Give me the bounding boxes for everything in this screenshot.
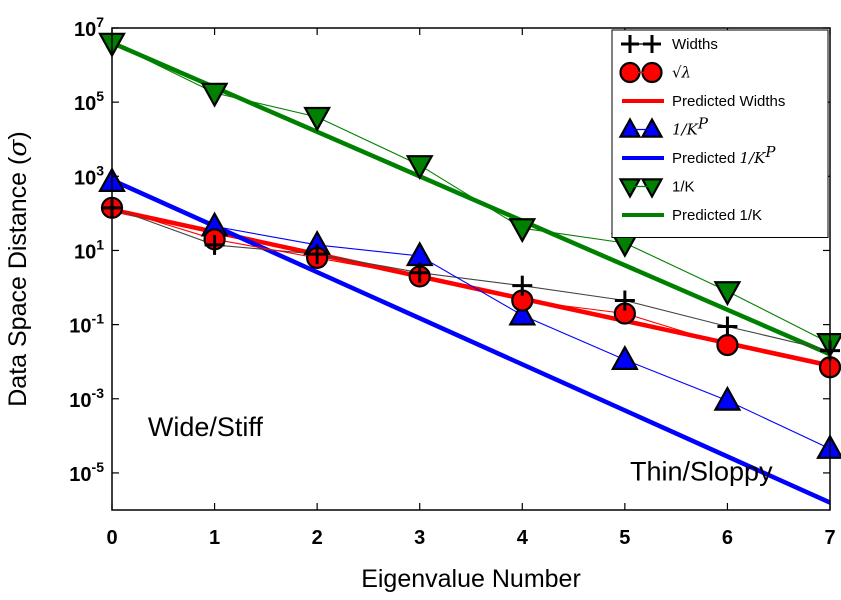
- legend-entry: 1/K: [618, 178, 695, 199]
- y-tick-exponent: 5: [96, 88, 104, 104]
- x-tick-label: 4: [517, 527, 529, 549]
- x-tick-label: 1: [209, 527, 220, 549]
- x-tick-label: 7: [824, 527, 835, 549]
- y-axis-title-close: ): [4, 131, 32, 139]
- data-point: [303, 106, 332, 132]
- y-tick-exponent: -5: [92, 459, 105, 475]
- data-point: [405, 241, 434, 267]
- series-line: [111, 42, 831, 344]
- annotations: Wide/Stiff Thin/Sloppy: [148, 412, 773, 486]
- y-tick-exponent: 3: [96, 162, 104, 178]
- y-tick-exponent: -3: [92, 385, 105, 401]
- y-tick-label: 10-1: [69, 311, 104, 338]
- annotation: Wide/Stiff: [148, 412, 264, 442]
- x-tick-label: 2: [312, 527, 323, 549]
- y-tick-base: 10: [74, 167, 96, 189]
- legend-entry: Widths: [621, 35, 718, 53]
- legend-label: 1/K: [672, 179, 695, 196]
- y-tick-base: 10: [74, 19, 96, 41]
- y-tick-label: 10-3: [69, 385, 104, 412]
- legend-label-sup: P: [764, 143, 776, 161]
- x-tick-label: 3: [414, 527, 425, 549]
- data-point: [405, 155, 434, 181]
- legend-entry: √λ: [619, 61, 691, 84]
- y-tick-base: 10: [74, 241, 96, 263]
- legend-label-prefix: Predicted: [672, 150, 740, 167]
- x-tick-label: 0: [106, 527, 117, 549]
- y-tick-base: 10: [74, 93, 96, 115]
- data-point: [512, 275, 533, 296]
- data-point: [508, 218, 537, 244]
- legend-marker: [640, 117, 664, 138]
- series-line: [111, 181, 831, 450]
- y-tick-label: 10-5: [69, 459, 104, 486]
- y-axis-title: Data Space Distance (σ): [3, 131, 32, 407]
- series-lines: [111, 42, 831, 450]
- data-point: [508, 300, 537, 326]
- y-tick-label: 105: [74, 88, 104, 115]
- fit-line: [111, 177, 831, 505]
- legend-label-math: 1/K: [740, 149, 767, 167]
- legend-marker: [618, 178, 642, 199]
- y-tick-base: 10: [69, 390, 91, 412]
- legend-entry: Predicted 1/KP: [622, 143, 776, 167]
- y-tick-label: 103: [74, 162, 104, 189]
- data-point: [204, 234, 225, 255]
- y-tick-exponent: 7: [96, 14, 104, 30]
- y-tick-exponent: 1: [96, 236, 104, 252]
- data-point: [713, 281, 742, 307]
- y-tick-base: 10: [69, 316, 91, 338]
- legend-marker: [618, 117, 642, 138]
- y-tick-label: 101: [74, 236, 104, 263]
- x-tick-label: 5: [619, 527, 630, 549]
- plot-frame: [111, 27, 831, 511]
- annotation: Thin/Sloppy: [630, 456, 773, 486]
- y-tick-exponent: -1: [92, 311, 105, 327]
- data-point: [713, 385, 742, 411]
- data-point: [610, 344, 639, 370]
- data-point: [307, 244, 328, 265]
- data-point: [716, 333, 739, 357]
- legend-marker: [640, 178, 664, 199]
- y-axis-title-symbol: σ: [3, 139, 32, 157]
- x-axis-title: Eigenvalue Number: [361, 565, 581, 593]
- legend-label: Predicted Widths: [672, 93, 785, 110]
- fit-line: [111, 40, 831, 357]
- legend-label-math: 1/K: [672, 121, 699, 139]
- legend-entry: Predicted Widths: [622, 93, 785, 110]
- legend-entry: 1/KP: [618, 115, 709, 139]
- data-point: [717, 316, 738, 337]
- y-tick-base: 10: [69, 464, 91, 486]
- legend-label: 1/KP: [672, 115, 709, 139]
- series-line: [111, 207, 831, 368]
- series-line: [111, 207, 831, 352]
- data-point: [409, 262, 430, 283]
- legend-entry: Predicted 1/K: [622, 207, 762, 224]
- legend-label-math: √λ: [672, 64, 691, 82]
- x-tick-label: 6: [722, 527, 733, 549]
- data-point: [614, 290, 635, 311]
- legend-label-sup: P: [697, 115, 709, 133]
- y-axis-title-main: Data Space Distance (: [4, 156, 32, 407]
- data-point: [200, 82, 229, 108]
- legend-label: Widths: [672, 36, 718, 53]
- legend-label: √λ: [672, 64, 691, 82]
- y-tick-label: 107: [74, 14, 104, 41]
- legend-label: Predicted 1/K: [672, 207, 762, 224]
- legend-label: Predicted 1/KP: [672, 143, 776, 167]
